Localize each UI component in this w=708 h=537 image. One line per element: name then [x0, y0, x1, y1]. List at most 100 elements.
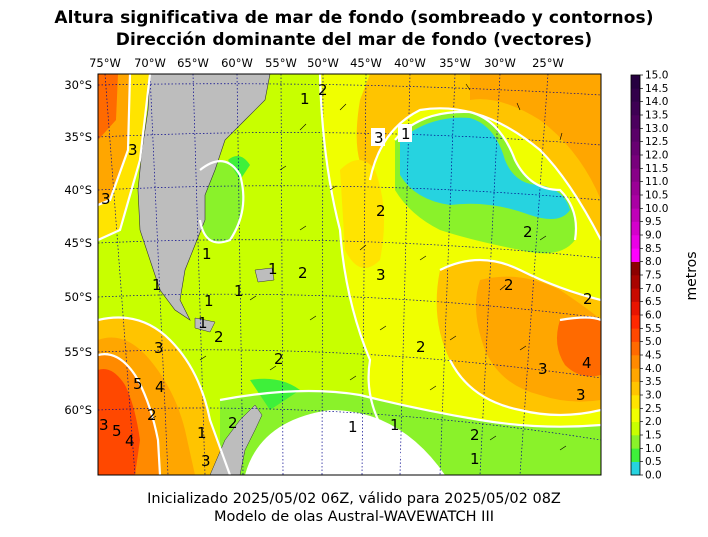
- colorbar-tick-label: 5.0: [645, 336, 662, 348]
- contour-label-2: 2: [298, 264, 308, 282]
- colorbar-swatch: [631, 235, 640, 249]
- colorbar-tick-label: 6.0: [645, 310, 662, 322]
- colorbar-swatch: [631, 115, 640, 129]
- lat-label: 60°S: [64, 403, 92, 417]
- contour-label-3: 3: [154, 339, 164, 357]
- colorbar-tick-label: 14.0: [645, 96, 668, 108]
- contour-label-3: 3: [201, 452, 211, 470]
- colorbar-tick-label: 4.0: [645, 363, 662, 375]
- colorbar-tick-label: 3.0: [645, 390, 662, 402]
- lat-label: 40°S: [64, 183, 92, 197]
- contour-label-1: 1: [234, 282, 244, 300]
- colorbar-swatch: [631, 195, 640, 209]
- footer-line1: Inicializado 2025/05/02 06Z, válido para…: [147, 491, 561, 507]
- colorbar-tick-label: 1.0: [645, 443, 662, 455]
- colorbar-tick-label: 15.0: [645, 70, 668, 82]
- lat-label: 35°S: [64, 130, 92, 144]
- contour-label-1: 1: [401, 125, 411, 143]
- contour-label-1: 1: [197, 424, 207, 442]
- colorbar-tick-label: 6.5: [645, 296, 662, 308]
- lon-label: 35°W: [439, 56, 471, 70]
- contour-label-2: 2: [470, 426, 480, 444]
- contour-label-5: 5: [133, 375, 143, 393]
- lon-label: 55°W: [265, 56, 297, 70]
- colorbar-label: metros: [684, 251, 700, 300]
- contour-label-2: 2: [523, 223, 533, 241]
- latitude-labels: 30°S 35°S 40°S 45°S 50°S 55°S 60°S: [64, 78, 92, 417]
- lat-label: 55°S: [64, 345, 92, 359]
- colorbar-swatch: [631, 261, 640, 276]
- contour-label-3: 3: [99, 416, 109, 434]
- colorbar-swatch: [631, 421, 640, 436]
- lat-label: 50°S: [64, 290, 92, 304]
- colorbar-swatch: [631, 168, 640, 182]
- contour-label-2: 2: [147, 406, 157, 424]
- contour-label-3: 3: [538, 360, 548, 378]
- colorbar-tick-label: 3.5: [645, 376, 662, 388]
- colorbar-tick-label: 0.0: [645, 470, 662, 482]
- contour-label-2: 2: [583, 290, 593, 308]
- colorbar-tick-label: 7.5: [645, 270, 662, 282]
- lon-label: 75°W: [89, 56, 121, 70]
- map-title-line2: Dirección dominante del mar de fondo (ve…: [115, 30, 593, 50]
- lon-label: 70°W: [134, 56, 166, 70]
- colorbar-swatch: [631, 128, 640, 142]
- lon-label: 25°W: [532, 56, 564, 70]
- colorbar-swatch: [631, 88, 640, 102]
- contour-label-2: 2: [228, 414, 238, 432]
- contour-label-4: 4: [582, 354, 592, 372]
- contours: [98, 74, 601, 475]
- contour-label-1: 1: [152, 276, 162, 294]
- contour-label-1: 1: [198, 314, 208, 332]
- colorbar-swatch: [631, 408, 640, 422]
- colorbar-swatch: [631, 141, 640, 156]
- colorbar-tick-label: 13.5: [645, 110, 668, 122]
- swell-vectors: [149, 83, 567, 451]
- contour-label-1: 1: [202, 245, 212, 263]
- colorbar-tick-label: 14.5: [645, 83, 668, 95]
- map-area: 3 1 2 2 2 3 2 2 2 3 4 3 2 1 1 2 1 3 5 4 …: [98, 74, 601, 475]
- colorbar-swatch: [631, 368, 640, 382]
- colorbar-tick-label: 9.5: [645, 216, 662, 228]
- lon-label: 45°W: [350, 56, 382, 70]
- footer-line2: Modelo de olas Austral-WAVEWATCH III: [214, 509, 494, 525]
- contour-label-1: 1: [390, 416, 400, 434]
- colorbar-swatch: [631, 248, 640, 262]
- colorbar-swatch: [631, 221, 640, 236]
- contour-label-1: 1: [470, 450, 480, 468]
- lat-label: 45°S: [64, 236, 92, 250]
- colorbar-swatch: [631, 275, 640, 289]
- colorbar-tick-label: 2.5: [645, 403, 662, 415]
- contour-label-2: 2: [376, 202, 386, 220]
- colorbar-swatch: [631, 208, 640, 222]
- lon-label: 30°W: [484, 56, 516, 70]
- colorbar-tick-label: 8.5: [645, 243, 662, 255]
- contour-label-2: 2: [214, 328, 224, 346]
- colorbar-tick-label: 2.0: [645, 416, 662, 428]
- contour-labels: 3 1 2 2 2 3 2 2 2 3 4 3 2 1 1 2 1 3 5 4 …: [99, 81, 593, 470]
- contour-label-5: 5: [112, 422, 122, 440]
- colorbar-tick-label: 12.0: [645, 150, 668, 162]
- contour-label-2: 2: [504, 276, 514, 294]
- colorbar-tick-label: 5.5: [645, 323, 662, 335]
- colorbar-swatch: [631, 395, 640, 409]
- contour-label-3: 3: [376, 266, 386, 284]
- colorbar-swatch: [631, 75, 640, 89]
- colorbar-swatch: [631, 315, 640, 329]
- contour-label-3: 3: [101, 190, 111, 208]
- map-frame: [97, 73, 602, 476]
- lon-label: 40°W: [394, 56, 426, 70]
- contour-label-1: 1: [204, 292, 214, 310]
- colorbar-swatch: [631, 381, 640, 396]
- colorbar-tick-label: 8.0: [645, 256, 662, 268]
- contour-label-3: 3: [128, 141, 138, 159]
- lon-label: 50°W: [307, 56, 339, 70]
- map-title-line1: Altura significativa de mar de fondo (so…: [54, 8, 654, 28]
- contour-label-2: 2: [274, 350, 284, 368]
- contour-label-4: 4: [125, 432, 135, 450]
- contour-label-1: 1: [348, 418, 358, 436]
- colorbar-swatch: [631, 101, 640, 116]
- colorbar-swatch: [631, 181, 640, 196]
- colorbar-tick-label: 13.0: [645, 123, 668, 135]
